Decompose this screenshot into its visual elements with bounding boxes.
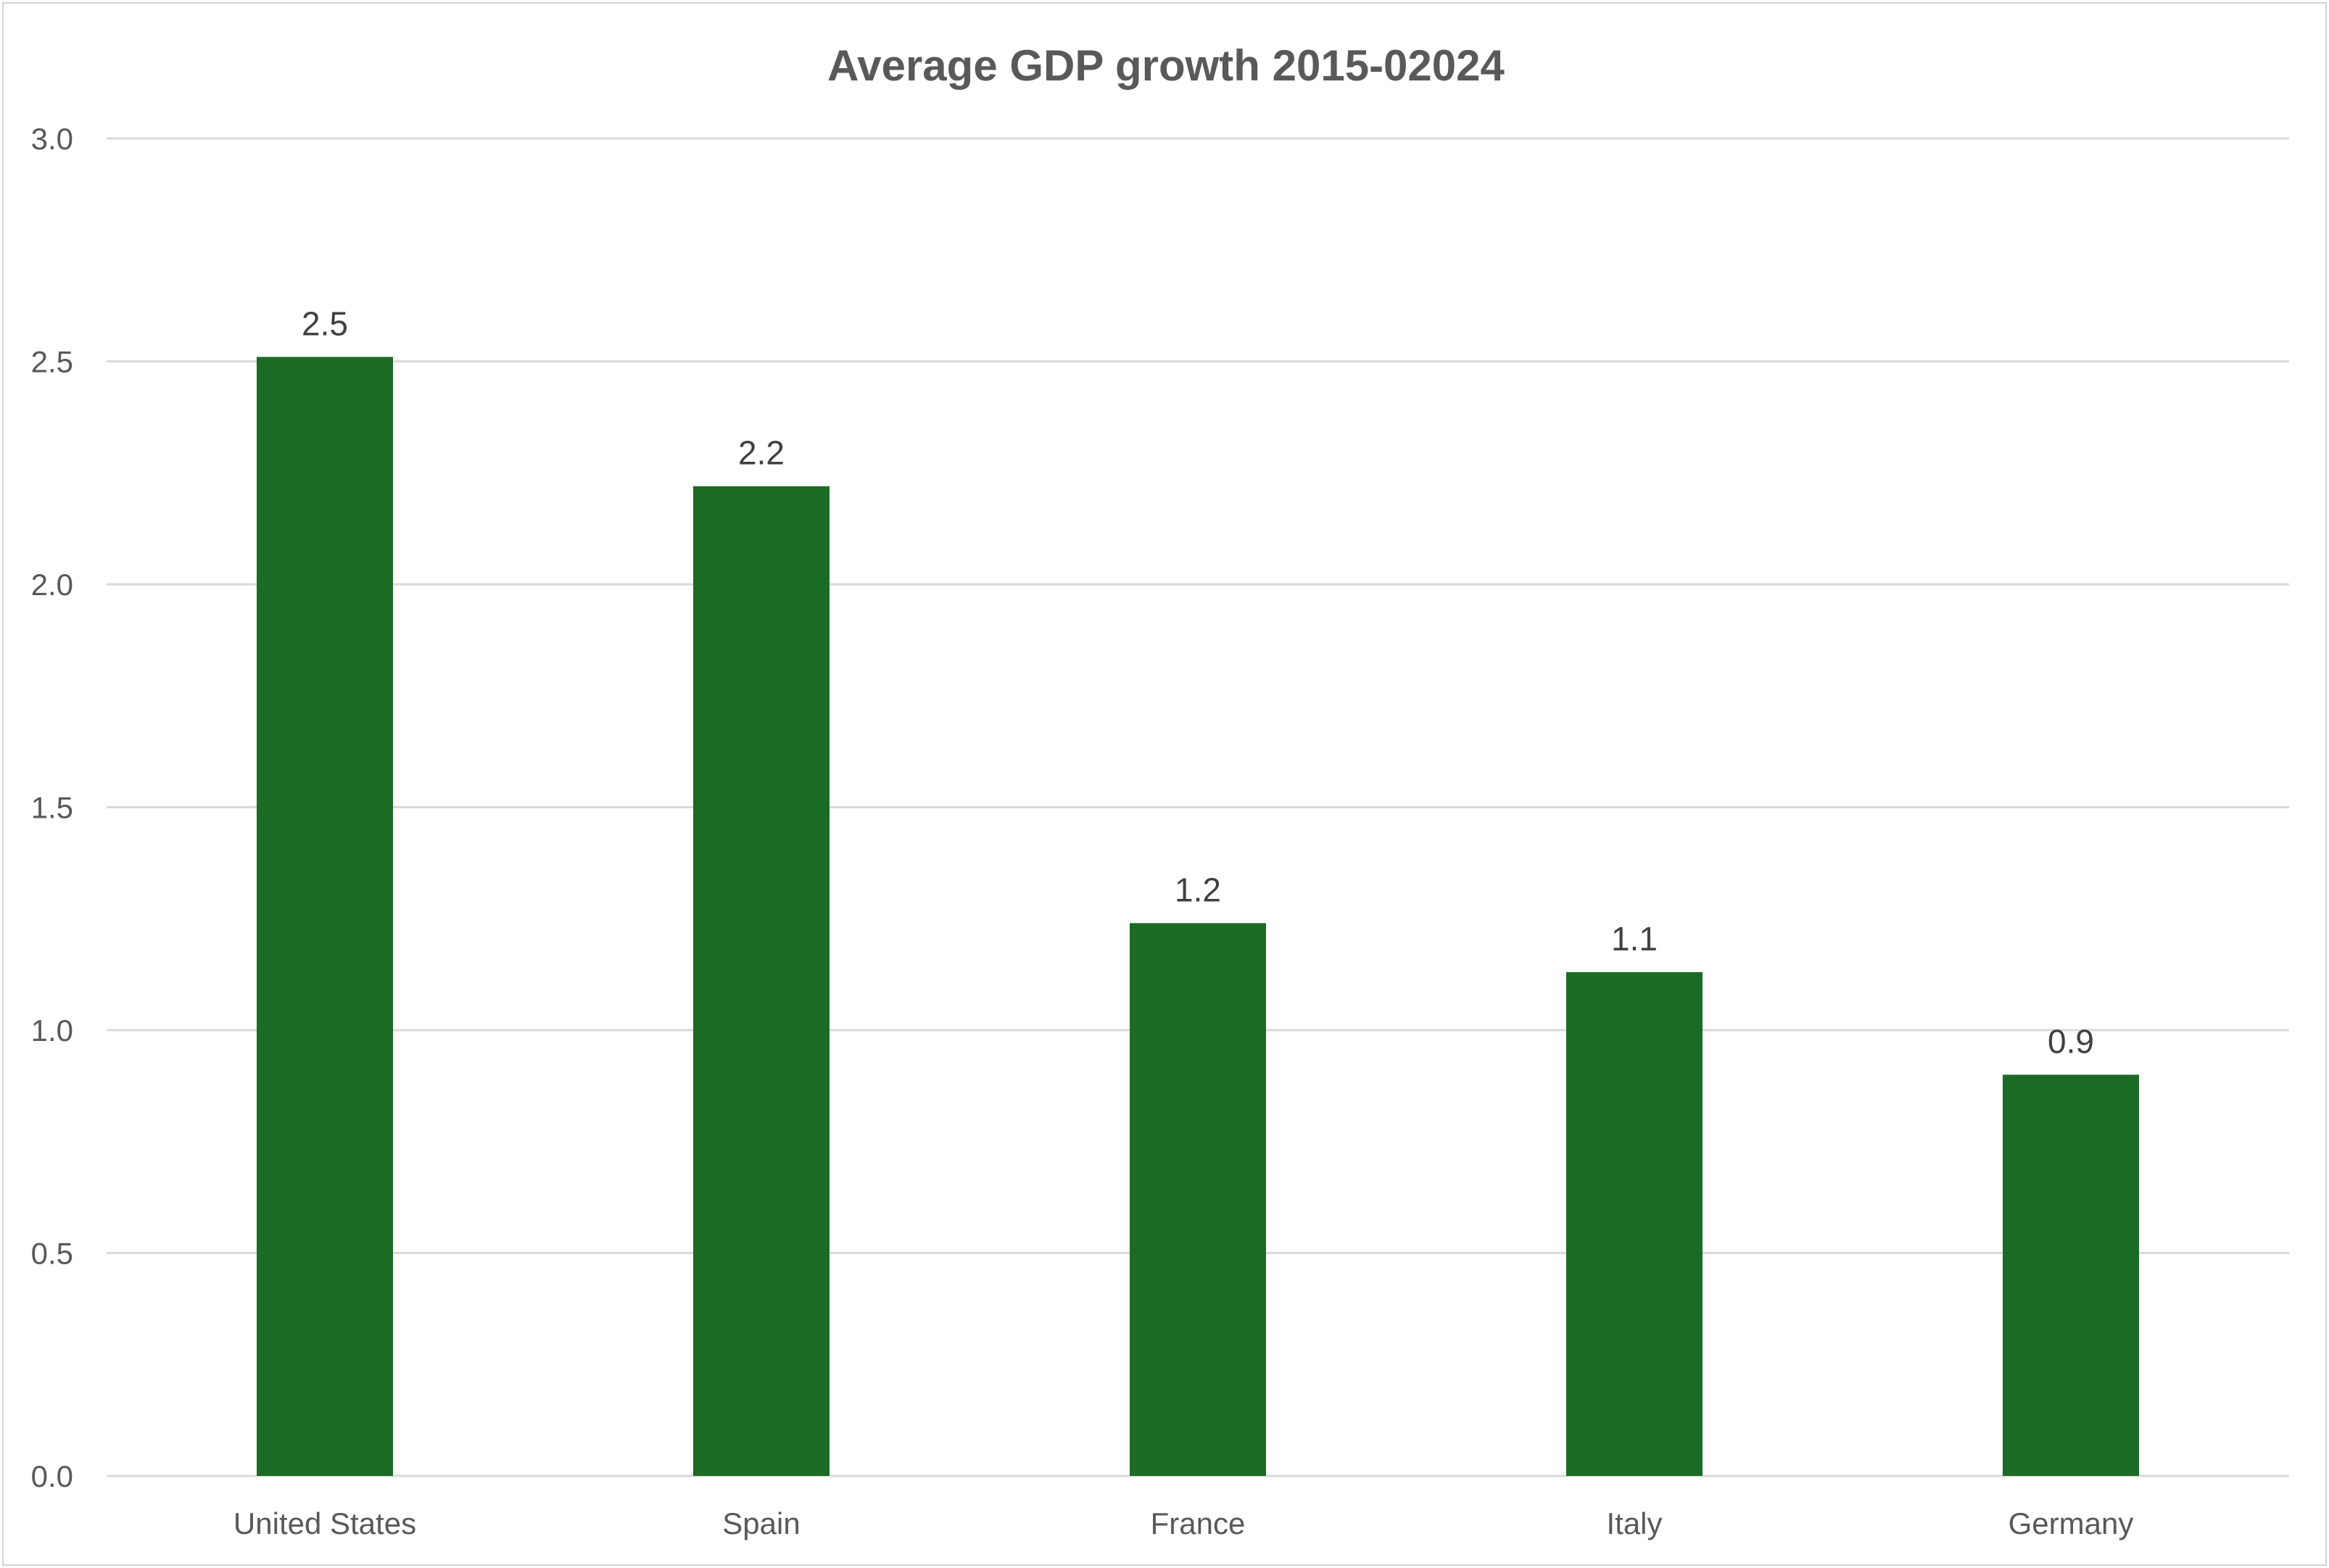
bar-spain — [693, 486, 830, 1477]
data-label: 2.2 — [738, 434, 785, 472]
y-tick-label: 1.5 — [31, 791, 73, 825]
x-category-label: France — [1151, 1506, 1246, 1540]
x-category-label: Spain — [722, 1506, 800, 1540]
y-axis-ticks: 0.0 0.5 1.0 1.5 2.0 2.5 3.0 — [31, 122, 73, 1493]
x-category-label: United States — [233, 1506, 416, 1540]
x-category-label: Italy — [1606, 1506, 1662, 1540]
bar-united-states — [257, 357, 393, 1477]
bar-italy — [1566, 972, 1703, 1476]
bar-germany — [2003, 1074, 2139, 1476]
y-tick-label: 1.0 — [31, 1013, 73, 1048]
y-tick-label: 2.0 — [31, 568, 73, 602]
x-category-label: Germany — [2009, 1506, 2134, 1540]
data-labels: 2.5 2.2 1.2 1.1 0.9 — [302, 304, 2094, 1060]
y-tick-label: 0.0 — [31, 1459, 73, 1493]
chart-title: Average GDP growth 2015-02024 — [827, 41, 1505, 90]
y-tick-label: 2.5 — [31, 345, 73, 379]
bar-france — [1130, 923, 1266, 1476]
bars — [257, 357, 2139, 1477]
x-axis-categories: United States Spain France Italy Germany — [233, 1506, 2133, 1540]
data-label: 0.9 — [2048, 1023, 2094, 1061]
y-tick-label: 0.5 — [31, 1237, 73, 1271]
data-label: 1.1 — [1611, 920, 1658, 958]
bar-chart: Average GDP growth 2015-02024 0.0 0.5 1.0 1… — [31, 41, 2289, 1540]
data-label: 1.2 — [1175, 871, 1221, 908]
y-tick-label: 3.0 — [31, 122, 73, 156]
data-label: 2.5 — [302, 304, 348, 342]
